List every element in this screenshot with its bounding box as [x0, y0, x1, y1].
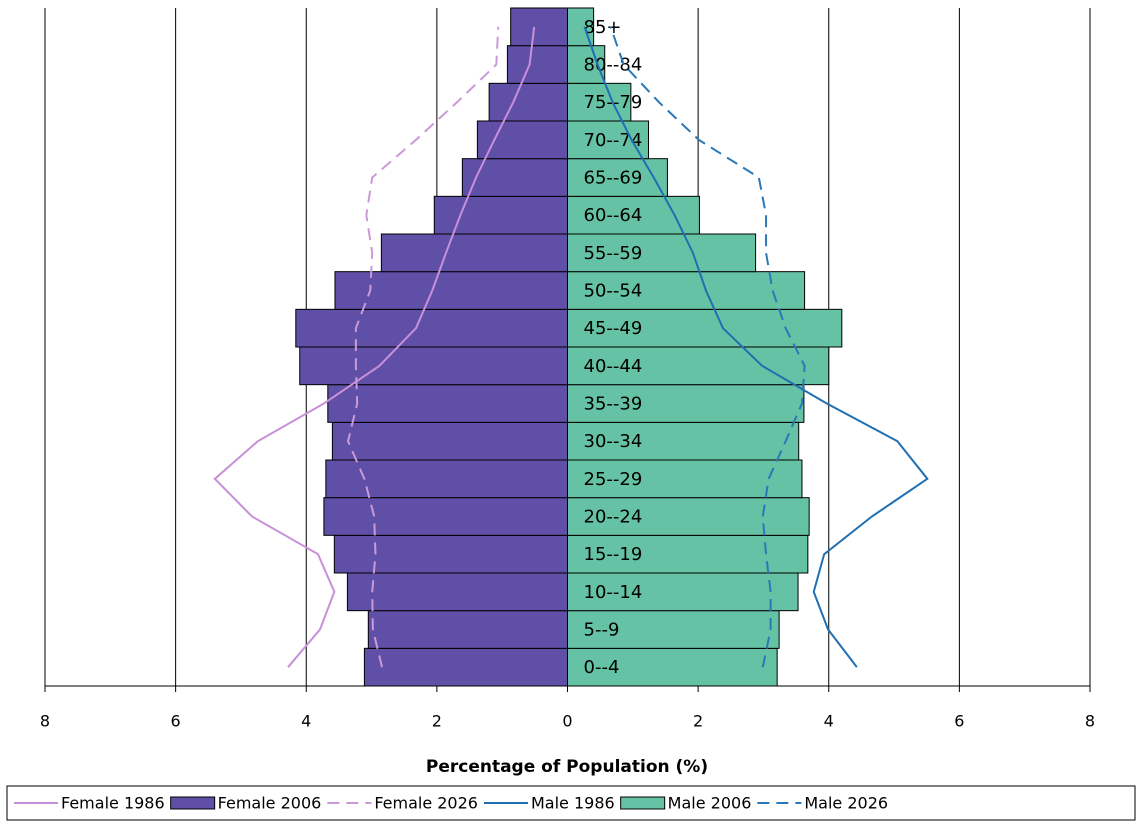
legend-label: Female 2006 [218, 794, 322, 813]
category-label: 15--19 [584, 544, 643, 565]
x-tick-label: 6 [171, 712, 181, 731]
bar [433, 195, 569, 235]
category-label: 30--34 [584, 431, 643, 452]
legend-label: Male 2026 [804, 794, 888, 813]
bar [567, 233, 757, 273]
line [346, 26, 500, 668]
line [213, 26, 536, 668]
legend-label: Female 2026 [374, 794, 478, 813]
category-label: 35--39 [584, 394, 643, 415]
x-tick-label: 8 [40, 712, 50, 731]
bar [567, 459, 803, 499]
category-label: 85+ [584, 17, 622, 38]
category-label: 70--74 [584, 130, 643, 151]
x-tick-label: 6 [954, 712, 964, 731]
bar [295, 308, 568, 348]
bar [333, 534, 568, 574]
x-tick-label: 4 [301, 712, 311, 731]
bar [363, 647, 568, 687]
legend-swatch [170, 796, 216, 810]
bar [567, 158, 668, 197]
legend-label: Female 1986 [61, 794, 165, 813]
bar [567, 647, 778, 687]
category-label: 20--24 [584, 507, 643, 528]
bar [323, 497, 568, 536]
x-tick-label: 4 [824, 712, 834, 731]
x-tick-label: 2 [432, 712, 442, 731]
bar [325, 459, 568, 499]
category-label: 80--84 [584, 55, 643, 76]
x-axis-title: Percentage of Population (%) [426, 757, 708, 777]
bar [367, 610, 568, 649]
category-label: 45--49 [584, 318, 643, 339]
line [609, 26, 806, 668]
legend-swatch [620, 796, 666, 810]
bar [506, 45, 569, 84]
bar [331, 421, 568, 461]
bar [567, 308, 843, 348]
category-label: 50--54 [584, 281, 643, 302]
bar [461, 158, 568, 197]
bar [567, 271, 806, 310]
line [583, 26, 929, 668]
legend-label: Male 2006 [668, 794, 752, 813]
bar [488, 82, 568, 122]
category-label: 10--14 [584, 582, 643, 603]
x-tick-label: 0 [562, 712, 572, 731]
category-label: 0--4 [584, 657, 620, 678]
x-tick-label: 8 [1085, 712, 1095, 731]
bar [380, 233, 568, 273]
bar [346, 572, 568, 612]
category-label: 65--69 [584, 168, 643, 189]
category-label: 40--44 [584, 356, 643, 377]
category-label: 5--9 [584, 620, 620, 641]
bar [299, 346, 568, 386]
bar [567, 421, 800, 461]
legend-box [6, 785, 1136, 821]
category-label: 55--59 [584, 243, 643, 264]
category-label: 60--64 [584, 205, 643, 226]
x-tick-label: 2 [693, 712, 703, 731]
legend-label: Male 1986 [531, 794, 615, 813]
bar [567, 572, 799, 612]
bar [567, 120, 649, 160]
bar [510, 7, 569, 47]
bar [476, 120, 568, 160]
bar [567, 384, 805, 423]
bar [334, 271, 568, 310]
bar [567, 534, 809, 574]
bar [327, 384, 568, 423]
bar [567, 610, 780, 649]
bar [567, 195, 700, 235]
category-label: 25--29 [584, 469, 643, 490]
